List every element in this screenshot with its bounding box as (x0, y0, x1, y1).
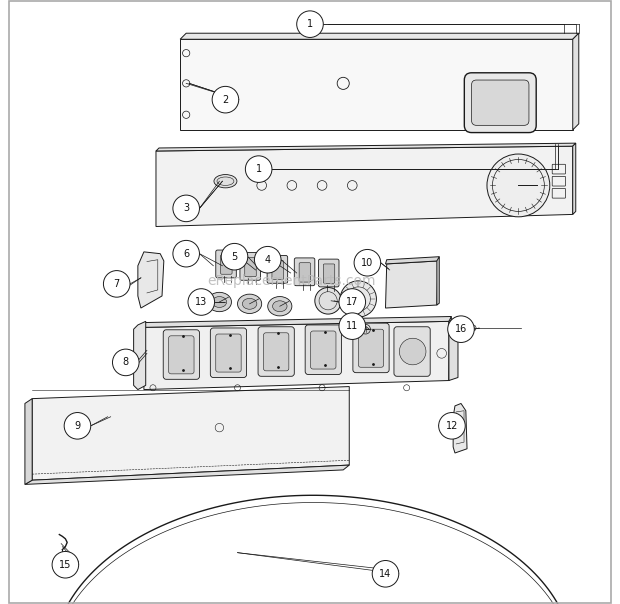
Circle shape (339, 313, 366, 339)
FancyBboxPatch shape (294, 258, 315, 286)
Circle shape (448, 316, 474, 342)
Ellipse shape (242, 298, 257, 309)
FancyBboxPatch shape (221, 255, 232, 274)
Circle shape (315, 288, 342, 314)
Circle shape (297, 11, 323, 37)
Text: eReplacementParts.com: eReplacementParts.com (208, 274, 376, 288)
Ellipse shape (268, 297, 292, 316)
FancyBboxPatch shape (264, 333, 289, 371)
FancyBboxPatch shape (472, 80, 529, 126)
Text: 8: 8 (123, 358, 129, 367)
Circle shape (354, 249, 381, 276)
FancyBboxPatch shape (305, 325, 342, 374)
Circle shape (372, 561, 399, 587)
FancyBboxPatch shape (311, 331, 336, 369)
FancyBboxPatch shape (169, 336, 194, 374)
Ellipse shape (207, 292, 231, 312)
Circle shape (52, 551, 79, 578)
Polygon shape (25, 465, 349, 484)
Polygon shape (156, 143, 576, 151)
Text: 1: 1 (307, 19, 313, 29)
Text: 3: 3 (183, 204, 189, 213)
Polygon shape (437, 257, 439, 305)
Polygon shape (386, 257, 439, 264)
FancyBboxPatch shape (319, 259, 339, 287)
FancyBboxPatch shape (210, 328, 247, 378)
Polygon shape (180, 33, 579, 39)
Polygon shape (134, 321, 146, 390)
Polygon shape (32, 387, 349, 480)
Circle shape (188, 289, 215, 315)
Text: 16: 16 (455, 324, 467, 334)
Text: 11: 11 (346, 321, 358, 331)
Circle shape (221, 243, 248, 270)
Polygon shape (449, 316, 451, 381)
FancyBboxPatch shape (258, 327, 294, 376)
Circle shape (487, 154, 550, 217)
FancyBboxPatch shape (272, 260, 283, 280)
FancyBboxPatch shape (240, 252, 260, 280)
Polygon shape (156, 146, 573, 226)
Polygon shape (25, 399, 32, 484)
Polygon shape (573, 33, 579, 130)
Polygon shape (386, 261, 438, 308)
Text: 2: 2 (223, 95, 229, 104)
Circle shape (254, 246, 281, 273)
Text: 9: 9 (74, 421, 81, 431)
Text: 13: 13 (195, 297, 208, 307)
Ellipse shape (237, 294, 262, 313)
Text: 5: 5 (231, 252, 237, 262)
FancyBboxPatch shape (163, 330, 200, 379)
Circle shape (246, 156, 272, 182)
Circle shape (212, 86, 239, 113)
Text: 17: 17 (346, 297, 358, 307)
Polygon shape (138, 252, 164, 308)
Circle shape (112, 349, 139, 376)
Text: 7: 7 (113, 279, 120, 289)
FancyBboxPatch shape (299, 263, 311, 282)
Circle shape (470, 325, 476, 331)
Ellipse shape (212, 297, 227, 307)
FancyBboxPatch shape (267, 255, 288, 283)
FancyBboxPatch shape (245, 257, 256, 277)
FancyBboxPatch shape (353, 323, 389, 373)
FancyBboxPatch shape (216, 334, 241, 372)
Polygon shape (180, 39, 573, 130)
Circle shape (173, 195, 200, 222)
FancyBboxPatch shape (216, 250, 236, 278)
Circle shape (340, 281, 376, 317)
Polygon shape (453, 403, 467, 453)
Ellipse shape (273, 301, 287, 312)
FancyBboxPatch shape (358, 329, 384, 367)
Polygon shape (573, 143, 576, 214)
FancyBboxPatch shape (394, 327, 430, 376)
Circle shape (64, 413, 91, 439)
Text: 4: 4 (265, 255, 271, 265)
Circle shape (339, 289, 366, 315)
FancyBboxPatch shape (464, 73, 536, 133)
Text: 12: 12 (446, 421, 458, 431)
Text: 6: 6 (183, 249, 189, 259)
Text: 1: 1 (255, 164, 262, 174)
Circle shape (439, 413, 465, 439)
Polygon shape (144, 321, 450, 390)
Circle shape (399, 338, 426, 365)
Polygon shape (449, 316, 458, 381)
Circle shape (104, 271, 130, 297)
Circle shape (173, 240, 200, 267)
Polygon shape (144, 316, 451, 327)
Text: 14: 14 (379, 569, 392, 579)
Text: 10: 10 (361, 258, 373, 268)
FancyBboxPatch shape (323, 264, 335, 283)
Ellipse shape (214, 175, 237, 188)
Text: 15: 15 (59, 560, 71, 570)
